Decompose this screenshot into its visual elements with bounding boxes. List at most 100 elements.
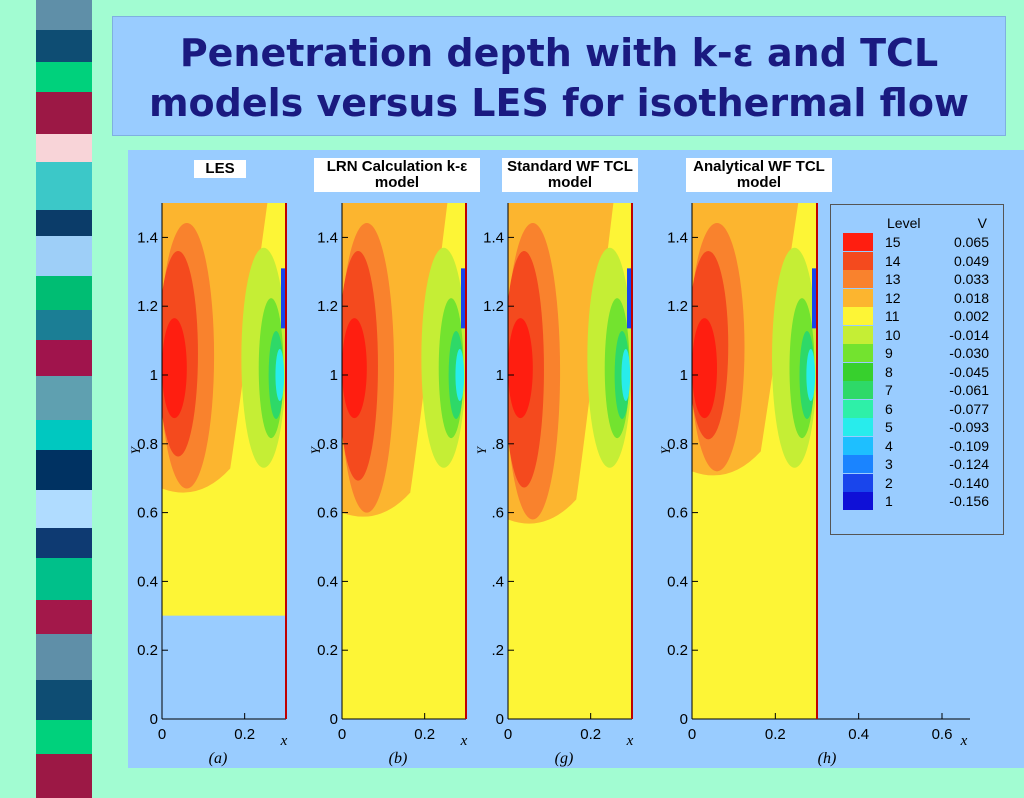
x-tick-label: 0.2	[765, 726, 786, 743]
panel-title-analytical-wf: Analytical WF TCL model	[686, 158, 832, 192]
contour-level-15	[162, 318, 187, 419]
contour-level-5	[455, 349, 465, 401]
contour-level-15	[508, 318, 533, 419]
contour-panel: 0 0.2 0.4 0.6 0.8 1 1.2 1.4 0 0.2 x Y (a)	[128, 203, 288, 767]
y-tick-label: 1.4	[137, 229, 158, 246]
y-axis-label: Y	[308, 445, 323, 454]
contour-field	[508, 203, 632, 719]
panel-title-standard-wf-text: Standard WF TCL model	[507, 158, 633, 191]
y-tick-label: 0.4	[667, 573, 688, 590]
stripe-segment	[36, 558, 92, 600]
y-tick-label: 0.4	[137, 573, 158, 590]
legend-row: 8 -0.045	[843, 362, 993, 381]
legend-value: -0.156	[949, 493, 989, 509]
legend-row: 10 -0.014	[843, 325, 993, 344]
stripe-segment	[36, 634, 92, 680]
stripe-segment	[36, 528, 92, 558]
x-tick-label: 0.2	[580, 726, 601, 743]
panel-title-lrn: LRN Calculation k-ε model	[314, 158, 480, 192]
legend-row: 15 0.065	[843, 233, 993, 251]
y-tick-label: .8	[491, 436, 504, 453]
legend-level: 2	[885, 474, 893, 491]
y-tick-label: 1	[150, 367, 158, 384]
stripe-segment	[36, 420, 92, 450]
legend-level: 5	[885, 419, 893, 435]
contour-level-5	[275, 349, 285, 401]
legend-value: 0.065	[953, 234, 989, 250]
y-tick-label: 0	[150, 711, 158, 728]
legend-value: -0.030	[949, 345, 989, 361]
y-tick-label: 0.8	[137, 436, 158, 453]
legend-row: 7 -0.061	[843, 381, 993, 399]
stripe-segment	[36, 680, 92, 720]
y-tick-label: 0	[496, 711, 504, 728]
y-axis-label: Y	[128, 445, 143, 454]
stripe-segment	[36, 210, 92, 236]
legend-swatch	[843, 399, 873, 418]
inlet-jet	[627, 268, 632, 329]
legend-swatch	[843, 473, 873, 492]
x-axis-label: x	[960, 733, 968, 749]
y-tick-label: 1.4	[483, 229, 504, 246]
stripe-segment	[36, 134, 92, 162]
legend-value: 0.002	[953, 308, 989, 324]
y-tick-label: 0.2	[667, 642, 688, 659]
y-axis-label: Y	[658, 445, 673, 454]
y-tick-label: 0.4	[317, 573, 338, 590]
y-tick-label: 0.6	[137, 505, 158, 522]
contour-level-15	[692, 318, 717, 419]
legend-header-level: Level	[887, 215, 921, 231]
legend-level: 7	[885, 382, 893, 398]
contour-field	[342, 203, 466, 719]
y-tick-label: 1	[680, 367, 688, 384]
stripe-segment	[36, 490, 92, 528]
panel-title-lrn-text: LRN Calculation k-ε model	[326, 158, 468, 191]
legend-value: -0.014	[949, 326, 989, 343]
legend-level: 13	[885, 271, 901, 287]
panel-label: (g)	[555, 750, 574, 767]
stripe-segment	[36, 62, 92, 92]
legend-swatch	[843, 418, 873, 436]
inlet-jet	[281, 268, 286, 329]
contour-field	[162, 203, 286, 616]
x-tick-label: 0	[158, 726, 166, 743]
contour-level-5	[806, 349, 816, 401]
x-tick-label: 0.2	[234, 726, 255, 743]
legend-row: 14 0.049	[843, 251, 993, 270]
y-tick-label: 1.2	[137, 298, 158, 315]
legend-swatch	[843, 233, 873, 251]
legend-row: 6 -0.077	[843, 399, 993, 418]
legend-swatch	[843, 492, 873, 510]
slide-title-line-1: Penetration depth with k-ε and TCL	[179, 31, 939, 75]
y-tick-label: .2	[491, 642, 504, 659]
stripe-segment	[36, 92, 92, 134]
legend-level: 3	[885, 456, 893, 472]
legend-swatch	[843, 362, 873, 381]
x-axis-label: x	[460, 733, 468, 749]
stripe-segment	[36, 276, 92, 310]
legend-row: 13 0.033	[843, 270, 993, 288]
x-tick-label: 0.2	[414, 726, 435, 743]
legend-header-value: V	[977, 215, 987, 231]
legend-level: 15	[885, 234, 901, 250]
panel-title-standard-wf: Standard WF TCL model	[502, 158, 638, 192]
decorative-stripe-bar	[36, 0, 92, 798]
legend-value: -0.093	[949, 419, 989, 435]
y-tick-label: 1.2	[667, 298, 688, 315]
contour-panel: 0.2.4.6.811.21.40 0.2 xY(g)	[474, 203, 634, 767]
x-tick-label: 0.4	[848, 726, 869, 743]
legend-row: 5 -0.093	[843, 418, 993, 436]
inlet-jet	[812, 268, 817, 329]
legend-row: 1 -0.156	[843, 492, 993, 510]
stripe-segment	[36, 0, 92, 30]
legend-row: 12 0.018	[843, 288, 993, 307]
panel-title-les: LES	[194, 160, 246, 178]
legend-level: 11	[885, 308, 900, 324]
legend-level: 4	[885, 437, 893, 454]
panel-title-analytical-wf-text: Analytical WF TCL model	[693, 158, 825, 191]
legend-swatch	[843, 288, 873, 307]
x-tick-label: 0.6	[932, 726, 953, 743]
panel-label: (b)	[389, 750, 408, 767]
stripe-segment	[36, 754, 92, 798]
y-tick-label: 1	[496, 367, 504, 384]
